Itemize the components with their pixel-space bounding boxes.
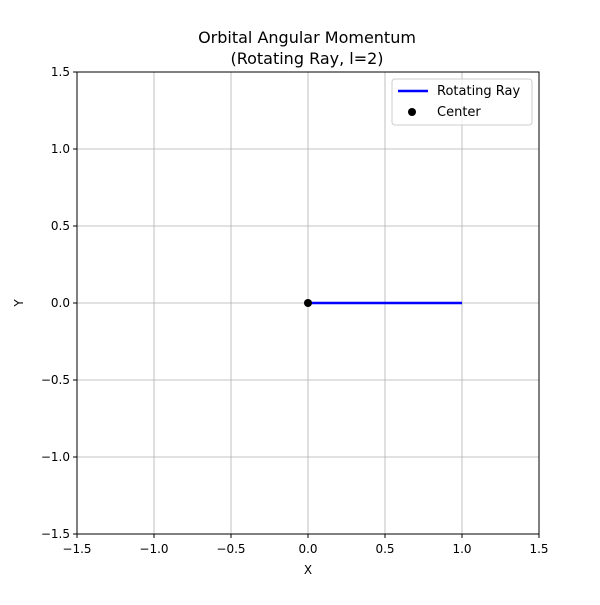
y-tick-label: 1.0 bbox=[51, 142, 70, 156]
x-tick-label: 1.0 bbox=[452, 542, 471, 556]
y-tick-label: −1.5 bbox=[41, 527, 70, 541]
y-tick-label: 1.5 bbox=[51, 65, 70, 79]
legend-rotating-ray-label: Rotating Ray bbox=[437, 84, 521, 99]
y-tick-label: −0.5 bbox=[41, 373, 70, 387]
y-tick-label: 0.5 bbox=[51, 219, 70, 233]
center-point bbox=[304, 299, 312, 307]
x-tick-label: 0.0 bbox=[298, 542, 317, 556]
x-tick-label: −1.0 bbox=[139, 542, 168, 556]
y-axis-label: Y bbox=[12, 299, 26, 308]
x-tick-label: 1.5 bbox=[529, 542, 548, 556]
legend-center-label: Center bbox=[437, 105, 481, 120]
x-tick-label: 0.5 bbox=[375, 542, 394, 556]
legend: Rotating Ray Center bbox=[391, 78, 533, 126]
y-tick-label: −1.0 bbox=[41, 450, 70, 464]
x-tick-label: −1.5 bbox=[62, 542, 91, 556]
x-tick-label: −0.5 bbox=[216, 542, 245, 556]
chart-title-line-1: Orbital Angular Momentum bbox=[198, 28, 416, 47]
y-tick-label: 0.0 bbox=[51, 296, 70, 310]
series-layer bbox=[304, 299, 462, 307]
chart-title-line-2: (Rotating Ray, l=2) bbox=[230, 49, 383, 68]
x-axis-label: X bbox=[304, 563, 312, 577]
tick-layer: −1.5 −1.0 −0.5 0.0 0.5 1.0 1.5 −1.5 −1.0 −0.5 0.0 0… bbox=[41, 65, 549, 556]
legend-center-marker bbox=[408, 108, 416, 116]
